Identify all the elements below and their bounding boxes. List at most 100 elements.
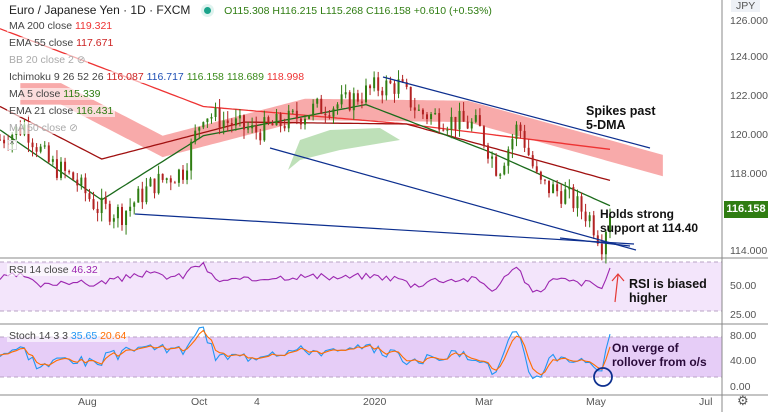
legend-ma200[interactable]: MA 200 close 119.321 <box>7 20 115 32</box>
candle-body <box>80 177 83 186</box>
candle-body <box>295 110 298 119</box>
candle-body <box>279 113 282 126</box>
candle-body <box>417 109 420 111</box>
candle-body <box>332 108 335 117</box>
candle-body <box>0 139 1 141</box>
candle-body <box>401 79 404 83</box>
candle-body <box>470 121 473 129</box>
candle-body <box>60 161 62 178</box>
ohlc-low: L115.268 <box>320 5 364 17</box>
candle-body <box>141 188 144 203</box>
candle-body <box>198 127 201 131</box>
candle-body <box>454 116 457 130</box>
candle-body <box>243 115 245 130</box>
legend-stoch[interactable]: Stoch 14 3 3 35.65 20.64 <box>7 330 129 342</box>
candle-body <box>202 122 205 128</box>
candle-body <box>234 118 237 126</box>
legend-ichimoku[interactable]: Ichimoku 9 26 52 26 116.087 116.717 116.… <box>7 71 307 83</box>
candle-body <box>283 125 286 129</box>
candle-body <box>507 149 510 166</box>
candle-body <box>336 104 339 109</box>
candle-body <box>442 129 445 131</box>
candle-body <box>320 98 323 114</box>
candle-body <box>568 187 571 190</box>
price-tick: 120.000 <box>730 128 768 141</box>
legend-ema21[interactable]: EMA 21 close 116.431 <box>7 105 116 117</box>
candle-body <box>259 132 262 141</box>
candle-body <box>450 116 453 130</box>
legend-ma50[interactable]: MA 50 close ⊘ <box>7 122 80 134</box>
hidden-eye-icon[interactable]: ⊘ <box>76 54 86 66</box>
collapse-legend-button[interactable]: ^ <box>7 140 17 150</box>
candle-body <box>287 110 290 129</box>
symbol-title[interactable]: Euro / Japanese Yen · 1D · FXCM <box>9 3 191 17</box>
time-tick: May <box>586 396 606 408</box>
candle-body <box>299 118 302 125</box>
annotation-support: Holds strong support at 114.40 <box>600 207 699 235</box>
candle-body <box>55 159 58 178</box>
candle-body <box>125 210 128 226</box>
candle-body <box>51 159 54 162</box>
candle-body <box>409 86 412 108</box>
candle-body <box>263 117 266 141</box>
rsi-arrow-head <box>611 273 625 282</box>
candle-body <box>137 188 140 203</box>
candle-body <box>482 126 485 146</box>
candle-body <box>511 138 514 150</box>
candle-body <box>352 93 355 111</box>
hidden-eye-icon[interactable]: ⊘ <box>69 122 78 134</box>
candle-body <box>462 110 465 122</box>
candle-body <box>68 170 71 173</box>
candle-body <box>393 83 396 94</box>
currency-label[interactable]: JPY <box>731 0 761 12</box>
candle-body <box>527 147 530 156</box>
candle-body <box>438 113 441 130</box>
legend-ema55[interactable]: EMA 55 close 117.671 <box>7 37 116 49</box>
candle-body <box>539 171 542 180</box>
candle-body <box>149 178 152 187</box>
candle-body <box>226 120 229 124</box>
candle-body <box>503 165 506 175</box>
candle-body <box>426 114 428 120</box>
stoch-d-line <box>0 329 611 376</box>
candle-body <box>255 125 258 133</box>
candle-body <box>478 115 481 127</box>
settings-gear-icon[interactable]: ⚙ <box>737 393 749 408</box>
legend-rsi[interactable]: RSI 14 close 46.32 <box>7 264 100 276</box>
candle-body <box>194 130 197 142</box>
price-tick: 122.000 <box>730 89 768 102</box>
time-tick: 2020 <box>363 396 387 408</box>
rsi-tick: 50.00 <box>730 280 757 292</box>
candle-body <box>96 208 99 214</box>
candle-body <box>129 206 132 211</box>
candle-body <box>381 90 384 96</box>
candle-body <box>389 80 392 84</box>
legend-ma5[interactable]: MA 5 close 115.339 <box>7 88 103 100</box>
candle-body <box>360 101 363 103</box>
candle-body <box>31 142 34 148</box>
candle-body <box>446 129 449 131</box>
candle-body <box>584 211 587 222</box>
candle-body <box>267 117 270 124</box>
candle-body <box>72 172 75 180</box>
candle-body <box>385 80 388 96</box>
rsi-arrow <box>614 274 619 303</box>
candle-body <box>519 124 522 131</box>
time-tick: Mar <box>475 396 494 408</box>
legend-bb[interactable]: BB 20 close 2 ⊘ <box>7 54 88 66</box>
candle-body <box>369 85 372 89</box>
ohlc-open: O115.308 <box>224 5 270 17</box>
candle-body <box>609 215 611 233</box>
candle-body <box>186 170 189 180</box>
candle-body <box>291 110 294 112</box>
rsi-tick: 25.00 <box>730 309 757 321</box>
candle-body <box>523 130 526 148</box>
candle-body <box>210 117 213 119</box>
stoch-k-line <box>0 326 611 380</box>
lower-trendline <box>269 147 637 251</box>
price-tick: 124.000 <box>730 50 768 63</box>
candle-body <box>165 178 168 180</box>
candle-body <box>515 124 518 139</box>
candle-body <box>88 193 91 200</box>
